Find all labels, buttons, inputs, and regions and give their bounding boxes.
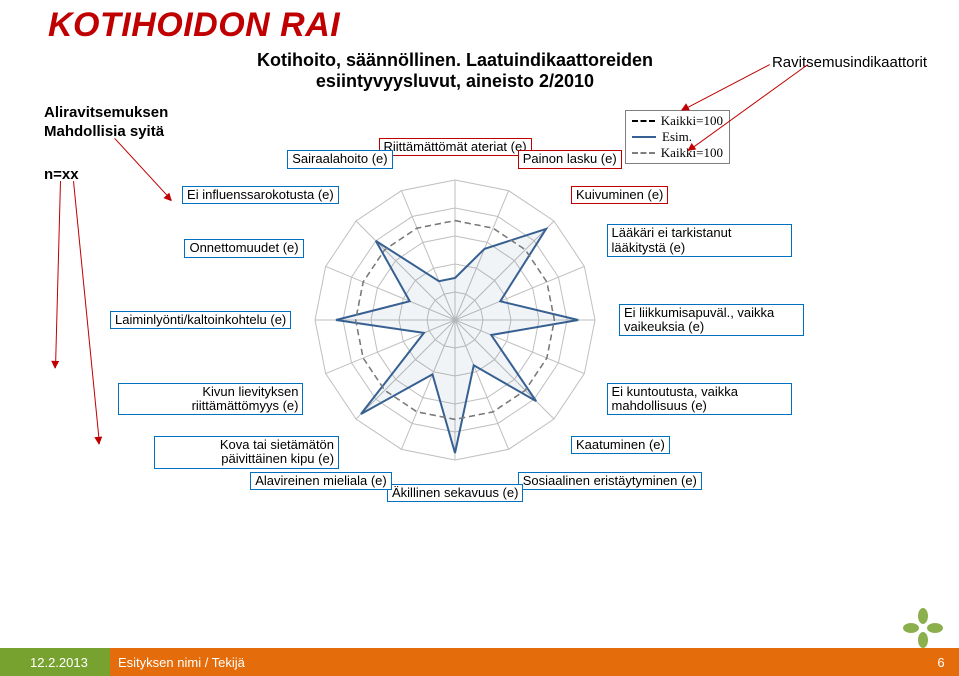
- footer-center: Esityksen nimi / Tekijä: [110, 648, 923, 676]
- footer: 12.2.2013 Esityksen nimi / Tekijä 6: [0, 648, 959, 676]
- radar-label: Alavireinen mieliala (e): [250, 472, 392, 490]
- radar-label: Kivun lievityksen riittämättömyys (e): [118, 383, 303, 416]
- footer-date: 12.2.2013: [0, 648, 110, 676]
- radar-label: Onnettomuudet (e): [184, 239, 303, 257]
- radar-label: Ei influenssarokotusta (e): [182, 186, 339, 204]
- radar-label: Äkillinen sekavuus (e): [387, 484, 523, 502]
- radar-label-nutrition: Kuivuminen (e): [571, 186, 668, 204]
- radar-label-nutrition: Riittämättömät ateriat (e): [379, 138, 532, 156]
- radar-label: Kaatuminen (e): [571, 436, 670, 454]
- radar-label: Ei liikkumisapuväl., vaikka vaikeuksia (…: [619, 304, 804, 337]
- radar-label: Kova tai sietämätön päivittäinen kipu (e…: [154, 436, 339, 469]
- footer-page-number: 6: [923, 648, 959, 676]
- radar-label: Sairaalahoito (e): [287, 150, 392, 168]
- flower-icon: [903, 608, 943, 648]
- radar-label: Ei kuntoutusta, vaikka mahdollisuus (e): [607, 383, 792, 416]
- radar-label: Sosiaalinen eristäytyminen (e): [518, 472, 702, 490]
- radar-label: Lääkäri ei tarkistanut lääkitystä (e): [607, 224, 792, 257]
- radar-label-nutrition: Painon lasku (e): [518, 150, 622, 168]
- radar-label: Laiminlyönti/kaltoinkohtelu (e): [110, 311, 291, 329]
